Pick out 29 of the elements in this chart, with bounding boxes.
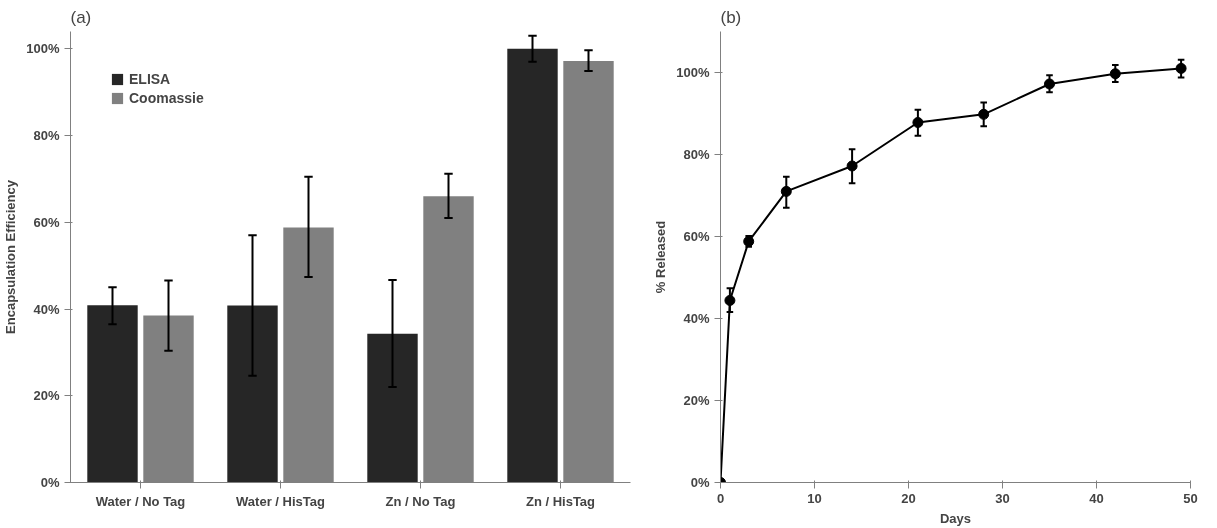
x-tick-label: 30 <box>995 490 1010 506</box>
x-tick-label: 40 <box>1089 490 1104 506</box>
x-tick-label: Water / HisTag <box>236 493 325 509</box>
y-axis-title: % Released <box>653 220 669 294</box>
x-tick-label: 20 <box>901 490 916 506</box>
x-axis-title: Days <box>939 510 972 526</box>
x-tick-label: Zn / HisTag <box>525 493 596 509</box>
legend-label: Coomassie <box>129 90 204 106</box>
x-tick-label: Water / No Tag <box>95 493 186 509</box>
y-tick-label: 0% <box>40 475 60 490</box>
x-tick-label: Zn / No Tag <box>385 493 456 509</box>
x-tick-label: 10 <box>807 490 822 506</box>
y-tick-label: 60% <box>683 229 710 244</box>
y-tick-label: 0% <box>690 475 710 490</box>
y-tick-label: 80% <box>683 147 710 162</box>
legend-label: ELISA <box>129 71 171 87</box>
y-tick-label: 80% <box>33 128 60 144</box>
y-axis-title: Encapsulation Efficiency <box>3 179 19 334</box>
y-tick-label: 40% <box>33 301 60 317</box>
y-tick-label: 20% <box>683 393 710 408</box>
chart-title: (b) <box>720 7 742 27</box>
y-tick-label: 40% <box>683 311 710 326</box>
x-tick-label: 0 <box>716 490 725 506</box>
x-tick-label: 50 <box>1183 490 1198 506</box>
chart-title: (a) <box>70 7 92 27</box>
y-tick-label: 100% <box>26 41 60 57</box>
y-tick-label: 20% <box>33 388 60 404</box>
y-tick-label: 100% <box>676 65 710 80</box>
y-tick-label: 60% <box>33 214 60 230</box>
